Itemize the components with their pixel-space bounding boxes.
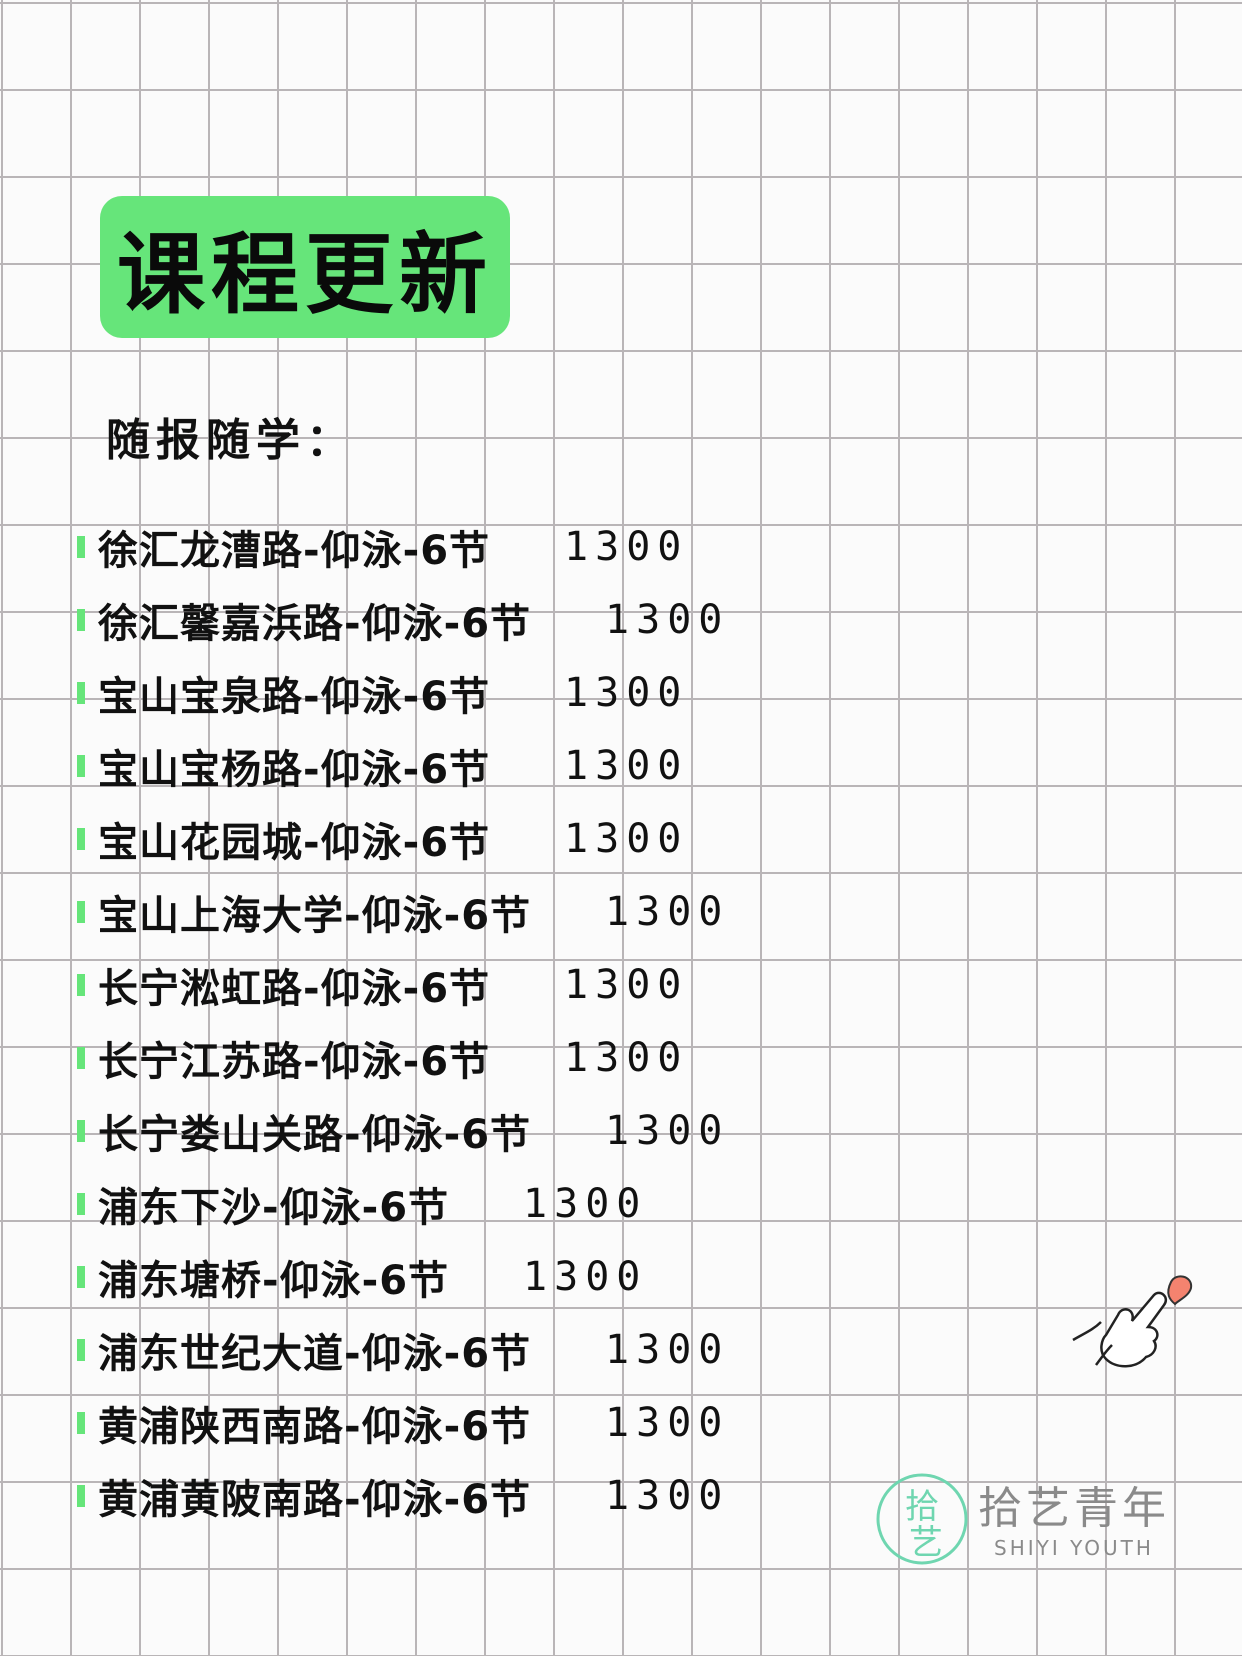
- course-name: 长宁娄山关路-仰泳-6节: [98, 1111, 532, 1158]
- course-name: 宝山宝泉路-仰泳-6节: [98, 673, 491, 720]
- course-row: 宝山花园城-仰泳-6节 1300: [77, 802, 729, 875]
- course-row: 徐汇龙漕路-仰泳-6节 1300: [77, 510, 729, 583]
- course-name: 浦东塘桥-仰泳-6节: [98, 1257, 450, 1304]
- bullet-marker: [77, 1192, 85, 1215]
- course-price: 1300: [605, 888, 730, 935]
- course-row: 宝山上海大学-仰泳-6节 1300: [77, 875, 729, 948]
- course-name: 长宁江苏路-仰泳-6节: [98, 1038, 491, 1085]
- title-badge: 课程更新: [100, 196, 510, 338]
- bullet-marker: [77, 681, 85, 704]
- bullet-marker: [77, 827, 85, 850]
- page-title: 课程更新: [116, 222, 493, 326]
- svg-text:拾: 拾: [905, 1487, 939, 1527]
- course-row: 长宁娄山关路-仰泳-6节 1300: [77, 1094, 729, 1167]
- bullet-marker: [77, 608, 85, 631]
- course-row: 浦东塘桥-仰泳-6节 1300: [77, 1240, 729, 1313]
- course-row: 宝山宝杨路-仰泳-6节 1300: [77, 729, 729, 802]
- course-name: 浦东世纪大道-仰泳-6节: [98, 1330, 532, 1377]
- bullet-marker: [77, 1484, 85, 1507]
- course-price: 1300: [605, 1472, 730, 1519]
- course-price: 1300: [564, 815, 689, 862]
- bullet-marker: [77, 1411, 85, 1434]
- svg-text:艺: 艺: [909, 1523, 943, 1563]
- course-name: 宝山上海大学-仰泳-6节: [98, 892, 532, 939]
- course-price: 1300: [523, 1253, 648, 1300]
- course-price: 1300: [605, 596, 730, 643]
- course-name: 徐汇龙漕路-仰泳-6节: [98, 527, 491, 574]
- bullet-marker: [77, 1119, 85, 1142]
- brand-name-cn: 拾艺青年: [978, 1483, 1170, 1534]
- course-name: 黄浦陕西南路-仰泳-6节: [98, 1403, 532, 1450]
- bullet-marker: [77, 535, 85, 558]
- course-price: 1300: [605, 1326, 730, 1373]
- course-name: 浦东下沙-仰泳-6节: [98, 1184, 450, 1231]
- course-name: 长宁淞虹路-仰泳-6节: [98, 965, 491, 1012]
- course-name: 徐汇馨嘉浜路-仰泳-6节: [98, 600, 532, 647]
- course-price: 1300: [605, 1399, 730, 1446]
- bullet-marker: [77, 1338, 85, 1361]
- course-price: 1300: [605, 1107, 730, 1154]
- course-row: 长宁江苏路-仰泳-6节 1300: [77, 1021, 729, 1094]
- bullet-marker: [77, 900, 85, 923]
- course-price: 1300: [564, 669, 689, 716]
- course-price: 1300: [564, 742, 689, 789]
- course-row: 浦东世纪大道-仰泳-6节 1300: [77, 1313, 729, 1386]
- finger-heart-icon: [1072, 1275, 1193, 1368]
- course-price: 1300: [564, 961, 689, 1008]
- bullet-marker: [77, 1265, 85, 1288]
- course-price: 1300: [523, 1180, 648, 1227]
- course-name: 宝山宝杨路-仰泳-6节: [98, 746, 491, 793]
- course-price: 1300: [564, 523, 689, 570]
- bullet-marker: [77, 754, 85, 777]
- brand-name-en: SHIYI YOUTH: [994, 1536, 1154, 1560]
- logo-mark: 拾 艺: [876, 1473, 968, 1565]
- bullet-marker: [77, 973, 85, 996]
- course-price: 1300: [564, 1034, 689, 1081]
- course-name: 宝山花园城-仰泳-6节: [98, 819, 491, 866]
- course-list: 徐汇龙漕路-仰泳-6节 1300 徐汇馨嘉浜路-仰泳-6节 1300 宝山宝泉路-仰泳-…: [77, 510, 729, 1532]
- course-name: 黄浦黄陂南路-仰泳-6节: [98, 1476, 532, 1523]
- course-row: 黄浦黄陂南路-仰泳-6节 1300: [77, 1459, 729, 1532]
- bullet-marker: [77, 1046, 85, 1069]
- course-row: 长宁淞虹路-仰泳-6节 1300: [77, 948, 729, 1021]
- course-row: 浦东下沙-仰泳-6节 1300: [77, 1167, 729, 1240]
- course-row: 徐汇馨嘉浜路-仰泳-6节 1300: [77, 583, 729, 656]
- subtitle: 随报随学：: [106, 415, 356, 466]
- brand-logo: 拾 艺 拾艺青年 SHIYI YOUTH: [874, 1466, 1174, 1576]
- course-row: 黄浦陕西南路-仰泳-6节 1300: [77, 1386, 729, 1459]
- course-row: 宝山宝泉路-仰泳-6节 1300: [77, 656, 729, 729]
